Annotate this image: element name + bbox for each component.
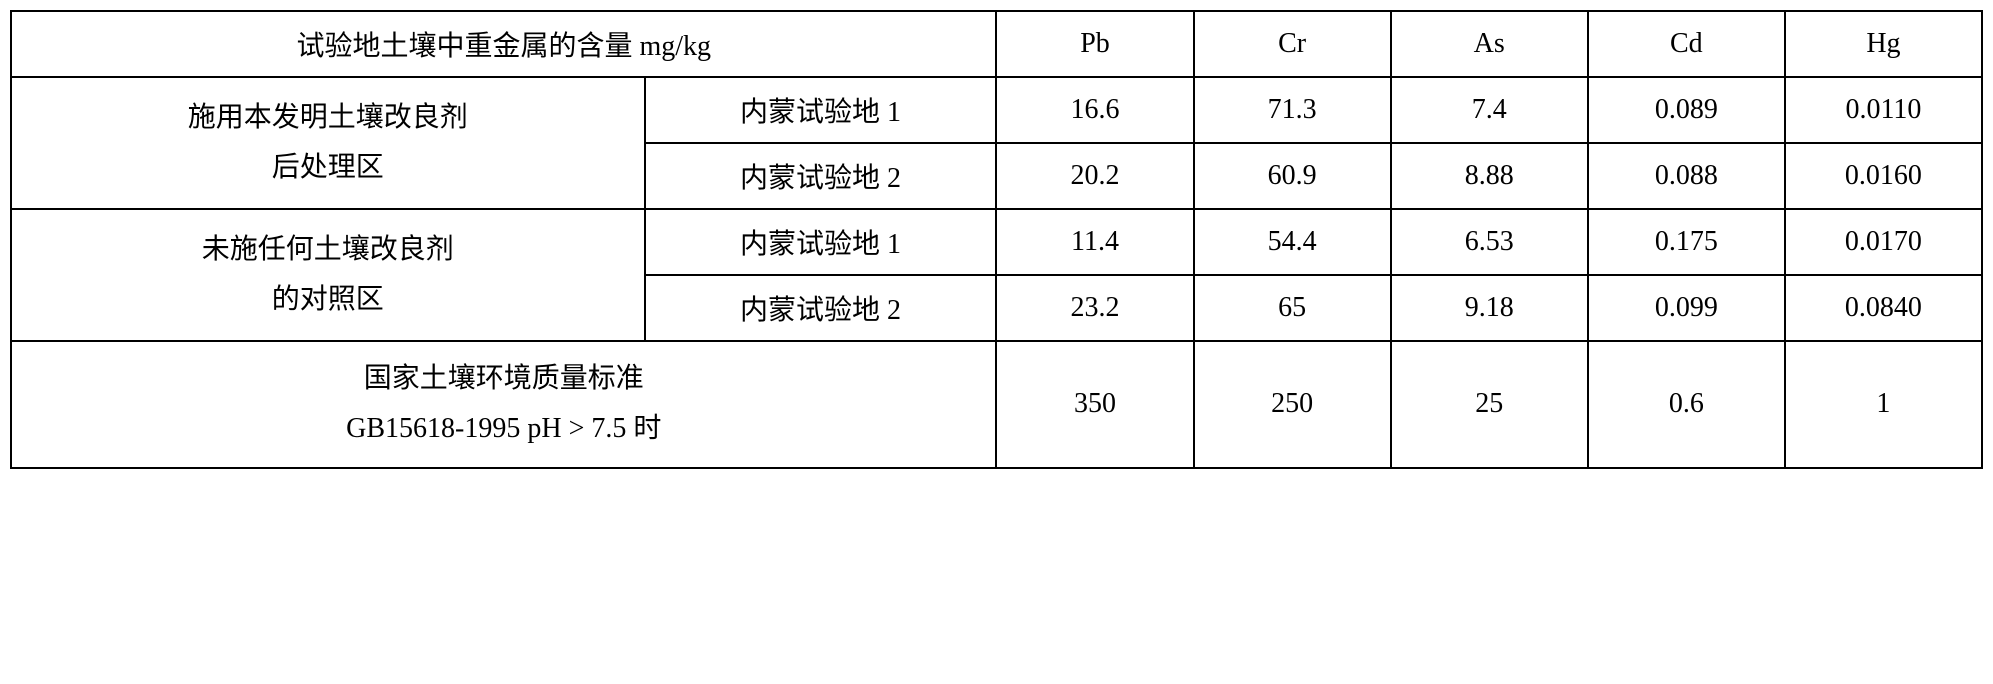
standard-hg: 1 — [1785, 341, 1982, 468]
control-site-2-hg: 0.0840 — [1785, 275, 1982, 341]
heavy-metal-content-table: 试验地土壤中重金属的含量 mg/kg Pb Cr As Cd Hg 施用本发明土… — [10, 10, 1983, 469]
treatment-site-1-cr: 71.3 — [1194, 77, 1391, 143]
treatment-site-2-cd: 0.088 — [1588, 143, 1785, 209]
control-site-1-name: 内蒙试验地 1 — [645, 209, 997, 275]
standard-cd: 0.6 — [1588, 341, 1785, 468]
treatment-site-2-as: 8.88 — [1391, 143, 1588, 209]
treatment-site-1-hg: 0.0110 — [1785, 77, 1982, 143]
control-row-1: 未施任何土壤改良剂 的对照区 内蒙试验地 1 11.4 54.4 6.53 0.… — [11, 209, 1982, 275]
treatment-site-1-name: 内蒙试验地 1 — [645, 77, 997, 143]
standard-row: 国家土壤环境质量标准 GB15618-1995 pH > 7.5 时 350 2… — [11, 341, 1982, 468]
header-title-cell: 试验地土壤中重金属的含量 mg/kg — [11, 11, 996, 77]
control-site-1-as: 6.53 — [1391, 209, 1588, 275]
control-group-label: 未施任何土壤改良剂 的对照区 — [11, 209, 645, 341]
treatment-site-2-name: 内蒙试验地 2 — [645, 143, 997, 209]
header-column-pb: Pb — [996, 11, 1193, 77]
treatment-row-1: 施用本发明土壤改良剂 后处理区 内蒙试验地 1 16.6 71.3 7.4 0.… — [11, 77, 1982, 143]
control-site-1-pb: 11.4 — [996, 209, 1193, 275]
control-label-line2: 的对照区 — [272, 284, 384, 315]
treatment-site-2-hg: 0.0160 — [1785, 143, 1982, 209]
treatment-label-line2: 后处理区 — [272, 152, 384, 183]
control-site-2-as: 9.18 — [1391, 275, 1588, 341]
treatment-label-line1: 施用本发明土壤改良剂 — [188, 102, 468, 133]
header-column-hg: Hg — [1785, 11, 1982, 77]
control-site-1-cd: 0.175 — [1588, 209, 1785, 275]
treatment-site-1-as: 7.4 — [1391, 77, 1588, 143]
treatment-group-label: 施用本发明土壤改良剂 后处理区 — [11, 77, 645, 209]
header-column-as: As — [1391, 11, 1588, 77]
control-site-2-cd: 0.099 — [1588, 275, 1785, 341]
control-label-line1: 未施任何土壤改良剂 — [202, 234, 454, 265]
table-header-row: 试验地土壤中重金属的含量 mg/kg Pb Cr As Cd Hg — [11, 11, 1982, 77]
standard-as: 25 — [1391, 341, 1588, 468]
standard-cr: 250 — [1194, 341, 1391, 468]
header-column-cr: Cr — [1194, 11, 1391, 77]
control-site-2-name: 内蒙试验地 2 — [645, 275, 997, 341]
control-site-1-cr: 54.4 — [1194, 209, 1391, 275]
treatment-site-1-pb: 16.6 — [996, 77, 1193, 143]
treatment-site-2-pb: 20.2 — [996, 143, 1193, 209]
standard-label-line2: GB15618-1995 pH > 7.5 时 — [346, 413, 661, 444]
treatment-site-2-cr: 60.9 — [1194, 143, 1391, 209]
control-site-2-pb: 23.2 — [996, 275, 1193, 341]
treatment-site-1-cd: 0.089 — [1588, 77, 1785, 143]
header-column-cd: Cd — [1588, 11, 1785, 77]
standard-label-line1: 国家土壤环境质量标准 — [364, 363, 644, 394]
control-site-1-hg: 0.0170 — [1785, 209, 1982, 275]
control-site-2-cr: 65 — [1194, 275, 1391, 341]
standard-label: 国家土壤环境质量标准 GB15618-1995 pH > 7.5 时 — [11, 341, 996, 468]
standard-pb: 350 — [996, 341, 1193, 468]
